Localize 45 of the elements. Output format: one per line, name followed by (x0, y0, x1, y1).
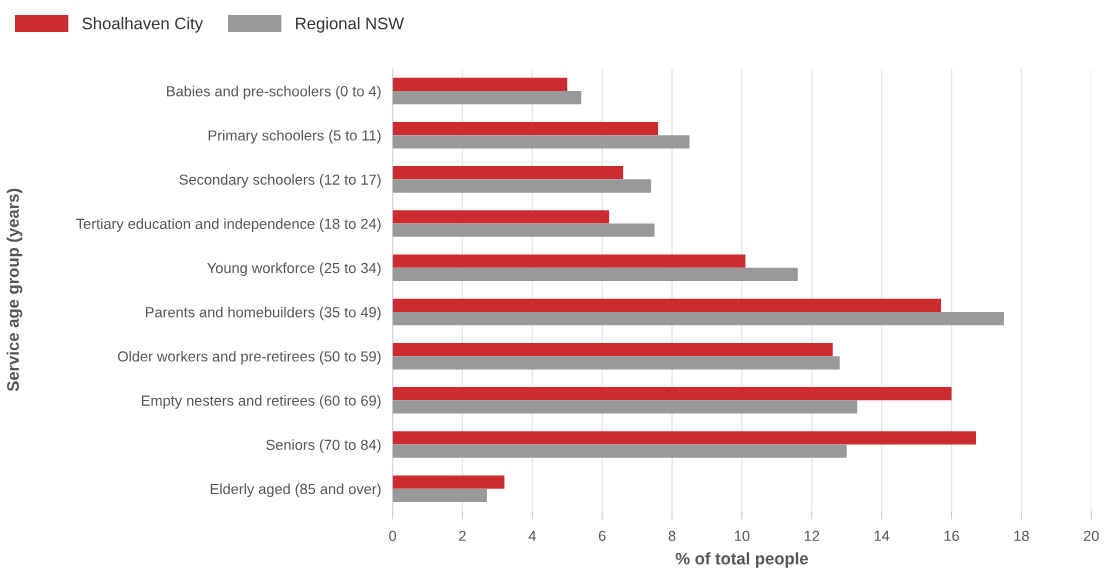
bar (392, 431, 976, 445)
bar (392, 179, 652, 193)
bar (392, 400, 858, 414)
bar (392, 223, 655, 237)
bar (392, 342, 833, 357)
x-tick-label: 0 (389, 530, 397, 542)
y-tick-label: Babies and pre-schoolers (0 to 4) (167, 85, 381, 100)
bar (392, 267, 798, 282)
bar (392, 135, 690, 149)
y-tick-label: Empty nesters and retirees (60 to 69) (141, 395, 381, 409)
x-tick-label: 20 (1083, 530, 1099, 542)
legend-label: Regional NSW (296, 17, 404, 33)
y-tick-label: Elderly aged (85 and over) (210, 483, 381, 498)
bar (392, 121, 659, 136)
bar (392, 444, 847, 458)
x-tick-label: 8 (668, 530, 676, 542)
bar (392, 488, 487, 503)
bar (392, 475, 505, 489)
bar (392, 298, 942, 312)
y-tick-label: Older workers and pre-retirees (50 to 59) (117, 350, 381, 365)
legend-label: Shoalhaven City (82, 17, 204, 33)
x-axis-title: % of total people (675, 552, 809, 568)
x-tick-label: 16 (944, 530, 959, 542)
bar (392, 210, 610, 224)
x-tick-label: 10 (734, 530, 750, 542)
y-tick-label: Young workforce (25 to 34) (207, 262, 381, 277)
bar (392, 356, 840, 370)
x-tick-label: 2 (459, 530, 466, 541)
y-tick-label: Secondary schoolers (12 to 17) (179, 174, 381, 188)
bar (392, 387, 952, 401)
x-tick-label: 12 (804, 530, 820, 541)
y-axis-title: Service age group (years) (6, 188, 23, 392)
y-tick-label: Seniors (70 to 84) (266, 439, 381, 453)
y-tick-label: Parents and homebuilders (35 to 49) (145, 306, 381, 321)
bar (392, 90, 582, 105)
bar (392, 166, 624, 180)
y-tick-label: Tertiary education and independence (18 to 24) (76, 218, 381, 232)
x-tick-label: 14 (874, 530, 890, 541)
x-tick-label: 6 (598, 530, 606, 542)
x-tick-label: 18 (1014, 530, 1029, 542)
y-tick-label: Primary schoolers (5 to 11) (208, 129, 381, 144)
bar (392, 311, 1004, 326)
bar (392, 254, 746, 268)
x-tick-label: 4 (528, 530, 536, 541)
bar (392, 77, 568, 91)
